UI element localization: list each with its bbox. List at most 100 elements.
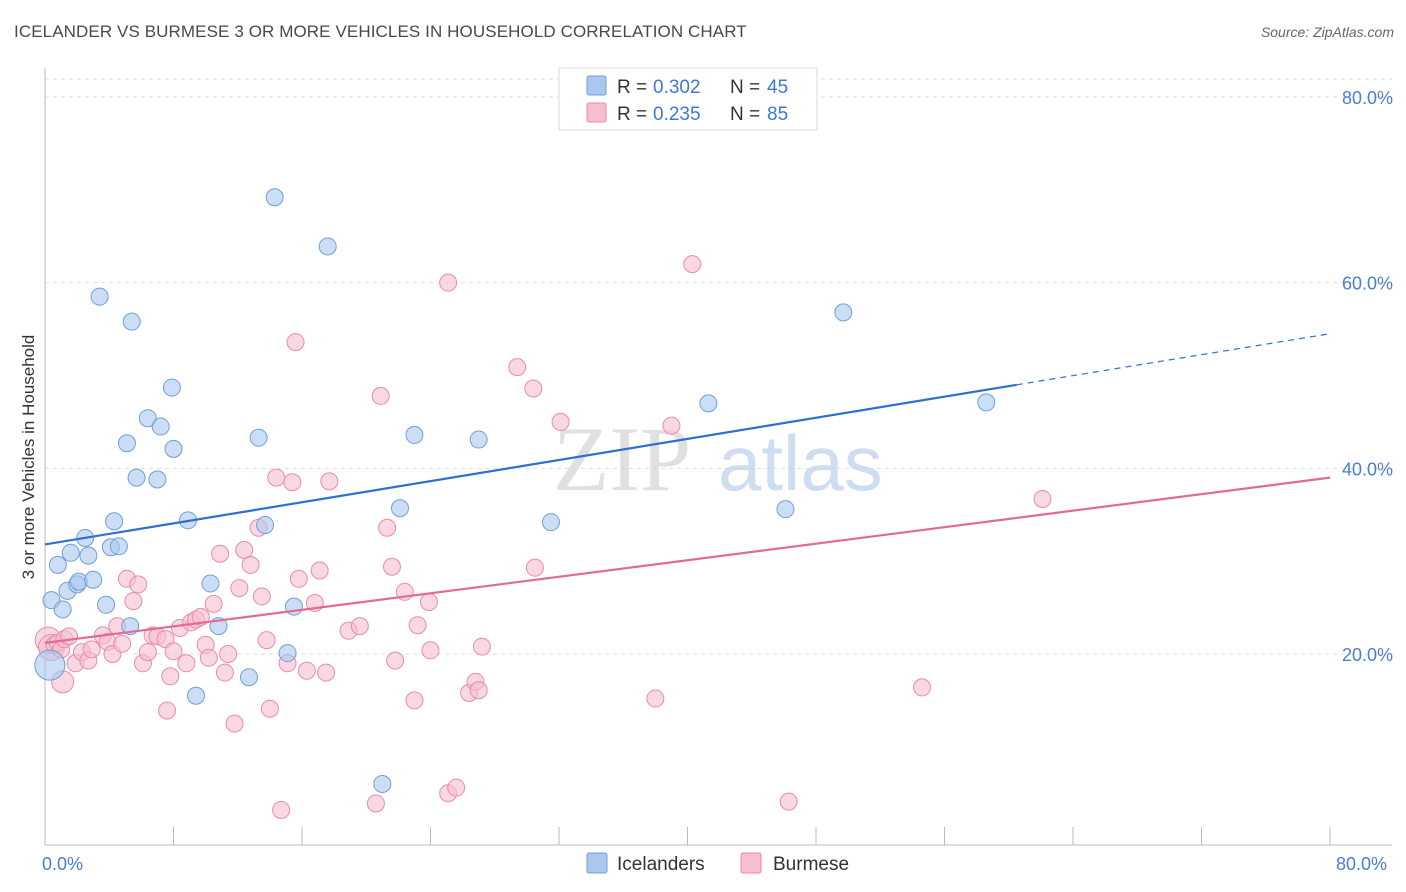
bottom-legend-burmese-swatch [740, 852, 762, 874]
burmese-point [241, 555, 260, 574]
burmese-point [469, 681, 488, 700]
burmese-point [257, 631, 276, 650]
burmese-point [419, 593, 438, 612]
burmese-point [524, 379, 543, 398]
burmese-point [124, 592, 143, 611]
x-axis-ticks [44, 827, 1331, 845]
icelanders-point [390, 499, 409, 518]
icelanders-point [61, 543, 80, 562]
burmese-point [662, 416, 681, 435]
burmese-point [439, 273, 458, 292]
burmese-point [289, 569, 308, 588]
icelanders-point [162, 378, 181, 397]
burmese-point [82, 640, 101, 659]
icelanders-trend-line [44, 383, 1017, 546]
icelanders-point [541, 513, 560, 532]
burmese-point [646, 689, 665, 708]
burmese-point [215, 663, 234, 682]
burmese-point [260, 699, 279, 718]
burmese-point [191, 607, 210, 626]
icelanders-point [186, 686, 205, 705]
burmese-point [551, 412, 570, 431]
icelanders-point [105, 512, 124, 531]
burmese-point [230, 579, 249, 598]
burmese-point [204, 594, 223, 613]
icelanders-point [122, 312, 141, 331]
burmese-point [177, 654, 196, 673]
icelanders-point [239, 668, 258, 687]
icelanders-point [79, 546, 98, 565]
axes [44, 68, 1392, 846]
bottom-legend: Icelanders Burmese [586, 852, 849, 875]
burmese-point [60, 627, 79, 646]
icelanders-point [117, 434, 136, 453]
icelanders-point [109, 537, 128, 556]
icelanders-point [164, 439, 183, 458]
burmese-point [158, 701, 177, 720]
burmese-point [225, 714, 244, 733]
icelanders-point [405, 425, 424, 444]
burmese-point [1033, 489, 1052, 508]
burmese-point [113, 634, 132, 653]
icelanders-trend-extension [1016, 333, 1331, 386]
burmese-point [219, 645, 238, 663]
burmese-trend-line [44, 476, 1331, 644]
y-axis-label: 3 or more Vehicles in Household [19, 335, 38, 580]
y-tick-label-40: 40.0% [1342, 459, 1393, 479]
bottom-legend-burmese-label: Burmese [773, 854, 849, 875]
burmese-point [508, 358, 527, 377]
burmese-point [405, 691, 424, 710]
watermark: ZIP atlas [553, 408, 883, 510]
x-tick-label-min: 0.0% [42, 854, 83, 874]
burmese-point [447, 778, 466, 797]
burmese-point [421, 641, 440, 660]
icelanders-point [776, 500, 795, 519]
legend-burmese-r-label: R = [617, 104, 652, 125]
burmese-point [371, 386, 390, 405]
icelanders-point [977, 393, 996, 412]
x-tick-label-max: 80.0% [1336, 854, 1387, 874]
bottom-legend-icelanders-label: Icelanders [617, 854, 705, 875]
legend-icelanders-n-value: 45 [767, 77, 788, 98]
chart-title: ICELANDER VS BURMESE 3 OR MORE VEHICLES … [14, 22, 747, 41]
burmese-point [211, 544, 230, 563]
icelanders-point [699, 394, 718, 413]
legend-burmese-swatch [586, 102, 607, 123]
watermark-atlas: atlas [718, 419, 883, 507]
burmese-point [297, 661, 316, 680]
icelanders-point [318, 237, 337, 256]
burmese-point [129, 575, 148, 594]
burmese-point [525, 558, 544, 577]
icelanders-point [834, 303, 853, 322]
legend-icelanders-swatch [586, 75, 607, 96]
icelanders-point [53, 600, 72, 619]
icelanders-point [201, 574, 220, 593]
icelanders-point [138, 409, 157, 428]
burmese-point [138, 643, 157, 662]
burmese-point [382, 557, 401, 576]
icelanders-point [34, 649, 66, 681]
icelanders-point [249, 428, 268, 447]
y-tick-label-60: 60.0% [1342, 274, 1393, 294]
burmese-point [267, 468, 286, 487]
burmese-point [320, 472, 339, 491]
burmese-point [378, 518, 397, 537]
legend-box: R = 0.302 N = 45 R = 0.235 N = 85 [558, 67, 818, 131]
source-label: Source: ZipAtlas.com [1260, 24, 1394, 40]
icelanders-point [256, 515, 275, 534]
burmese-point [408, 616, 427, 635]
x-axis-tick-labels: 0.0% 80.0% [42, 854, 1387, 874]
burmese-point [164, 642, 183, 661]
legend-burmese-r-value: 0.235 [653, 104, 701, 125]
icelanders-point [265, 188, 284, 207]
legend-icelanders-r-value: 0.302 [653, 77, 701, 98]
icelanders-point [151, 417, 170, 436]
burmese-point [779, 792, 798, 811]
burmese-point [683, 255, 702, 274]
legend-burmese-n-label: N = [730, 104, 765, 125]
icelanders-point [127, 468, 146, 487]
burmese-point [913, 678, 932, 697]
burmese-point [272, 800, 291, 819]
icelanders-point [90, 287, 109, 306]
